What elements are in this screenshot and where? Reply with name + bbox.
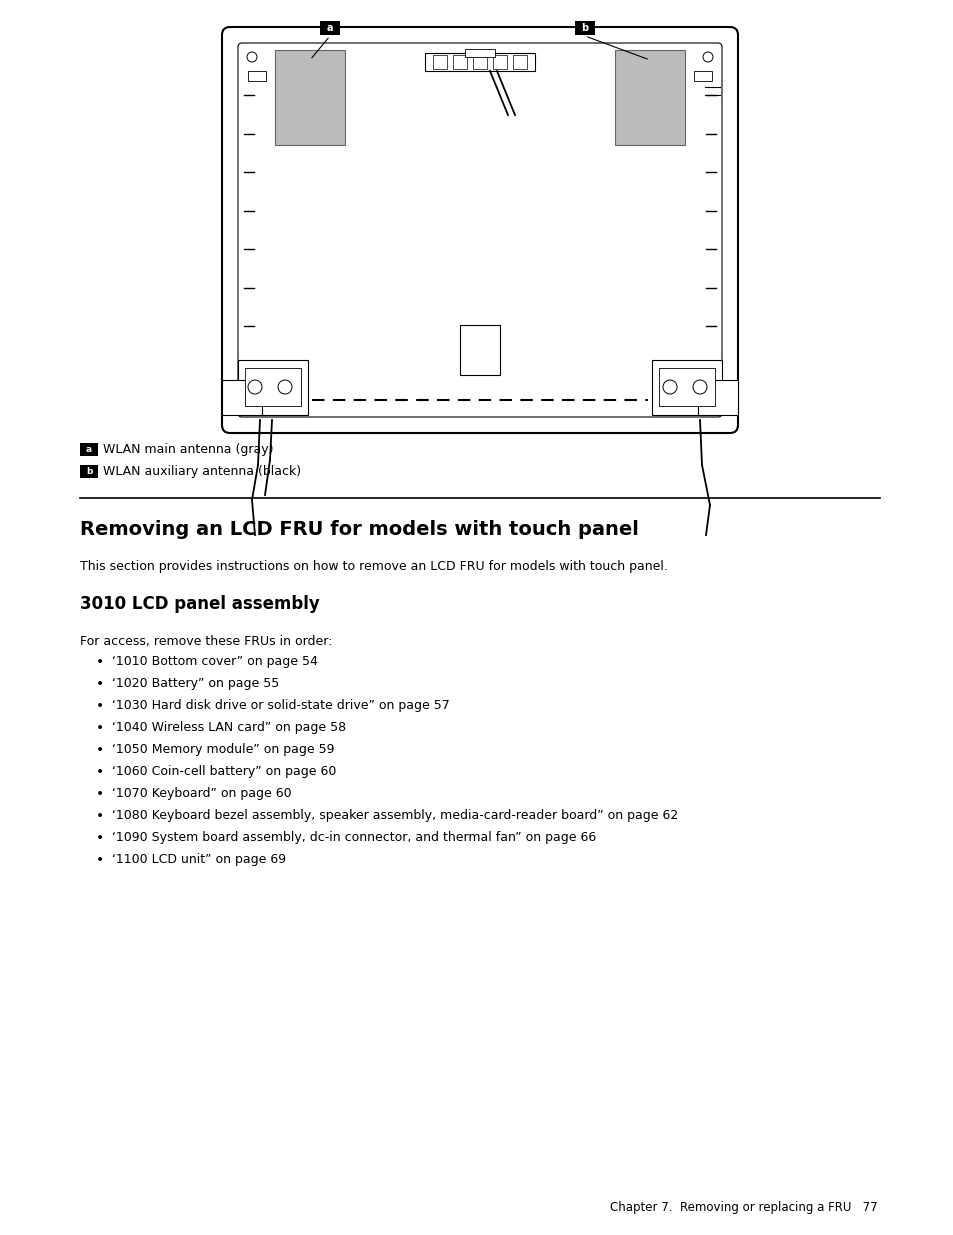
Bar: [659, 368, 714, 406]
Bar: [459, 325, 499, 375]
FancyBboxPatch shape: [80, 443, 98, 456]
Text: ‘1030 Hard disk drive or solid-state drive” on page 57: ‘1030 Hard disk drive or solid-state dri…: [112, 699, 449, 713]
Text: ‘1100 LCD unit” on page 69: ‘1100 LCD unit” on page 69: [112, 853, 286, 866]
Text: •: •: [95, 743, 104, 757]
Text: ‘1070 Keyboard” on page 60: ‘1070 Keyboard” on page 60: [112, 787, 292, 800]
Text: ‘1020 Battery” on page 55: ‘1020 Battery” on page 55: [112, 677, 279, 690]
FancyBboxPatch shape: [80, 466, 98, 478]
Bar: [237, 359, 308, 415]
Bar: [464, 49, 495, 57]
Text: For access, remove these FRUs in order:: For access, remove these FRUs in order:: [80, 635, 332, 648]
Text: a: a: [86, 446, 92, 454]
Text: a: a: [327, 23, 333, 33]
Text: WLAN auxiliary antenna (black): WLAN auxiliary antenna (black): [103, 466, 301, 478]
Bar: [493, 56, 506, 69]
Text: ‘1050 Memory module” on page 59: ‘1050 Memory module” on page 59: [112, 743, 335, 756]
Text: •: •: [95, 699, 104, 713]
Text: Removing an LCD FRU for models with touch panel: Removing an LCD FRU for models with touc…: [80, 520, 639, 538]
Bar: [222, 380, 262, 415]
Text: •: •: [95, 809, 104, 823]
Text: 3010 LCD panel assembly: 3010 LCD panel assembly: [80, 595, 319, 613]
Bar: [274, 49, 345, 144]
FancyBboxPatch shape: [222, 27, 738, 433]
Text: ‘1080 Keyboard bezel assembly, speaker assembly, media-card-reader board” on pag: ‘1080 Keyboard bezel assembly, speaker a…: [112, 809, 678, 823]
Bar: [245, 368, 301, 406]
Text: b: b: [86, 468, 92, 477]
FancyBboxPatch shape: [575, 21, 595, 35]
FancyBboxPatch shape: [237, 43, 721, 417]
Text: ‘1090 System board assembly, dc-in connector, and thermal fan” on page 66: ‘1090 System board assembly, dc-in conne…: [112, 831, 596, 844]
Bar: [453, 56, 467, 69]
Bar: [693, 70, 711, 82]
Text: WLAN main antenna (gray): WLAN main antenna (gray): [103, 443, 274, 457]
Bar: [651, 359, 721, 415]
Bar: [473, 56, 486, 69]
Text: •: •: [95, 721, 104, 735]
Text: •: •: [95, 655, 104, 669]
Bar: [248, 70, 266, 82]
Text: This section provides instructions on how to remove an LCD FRU for models with t: This section provides instructions on ho…: [80, 559, 667, 573]
Text: Chapter 7.  Removing or replacing a FRU   77: Chapter 7. Removing or replacing a FRU 7…: [610, 1202, 877, 1214]
Text: ‘1040 Wireless LAN card” on page 58: ‘1040 Wireless LAN card” on page 58: [112, 721, 346, 734]
Bar: [698, 380, 738, 415]
Text: ‘1010 Bottom cover” on page 54: ‘1010 Bottom cover” on page 54: [112, 655, 317, 668]
Bar: [615, 49, 684, 144]
Text: •: •: [95, 853, 104, 867]
Text: ‘1060 Coin-cell battery” on page 60: ‘1060 Coin-cell battery” on page 60: [112, 764, 336, 778]
Text: b: b: [580, 23, 588, 33]
FancyBboxPatch shape: [319, 21, 339, 35]
Bar: [433, 56, 447, 69]
Bar: [424, 53, 535, 70]
Bar: [513, 56, 526, 69]
Text: •: •: [95, 831, 104, 845]
Text: •: •: [95, 677, 104, 692]
Text: •: •: [95, 764, 104, 779]
Text: •: •: [95, 787, 104, 802]
